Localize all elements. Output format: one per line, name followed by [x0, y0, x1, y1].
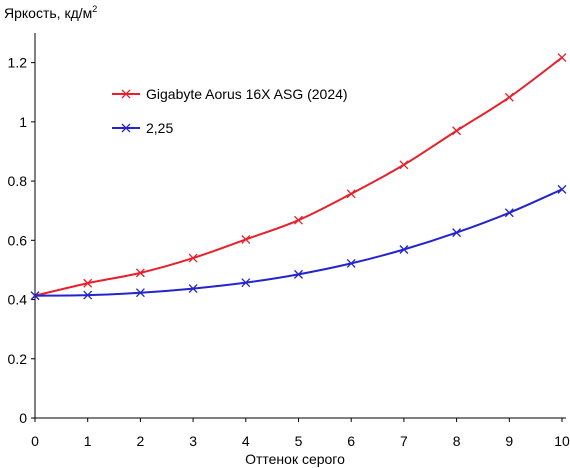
- y-tick-label: 0: [19, 410, 27, 426]
- legend-label: 2,25: [146, 120, 173, 136]
- legend-entry: 2,25: [112, 120, 173, 136]
- y-tick-label: 1: [19, 114, 27, 130]
- data-point-marker: [399, 245, 409, 254]
- data-point-marker: [557, 184, 567, 194]
- data-point-marker: [135, 288, 145, 298]
- series-layer: [30, 53, 567, 301]
- x-ticks: 0 1 2 3 4 5 6 7 8 9 10: [31, 418, 570, 449]
- data-point-marker: [557, 53, 567, 63]
- data-point-marker: [399, 160, 409, 170]
- data-point-marker: [504, 92, 514, 102]
- y-tick-label: 0.6: [8, 232, 28, 248]
- y-tick-label: 0.8: [8, 173, 28, 189]
- y-axis-label: Яркость, кд/м2: [4, 4, 97, 21]
- x-tick-label: 9: [505, 433, 513, 449]
- axes: [34, 33, 566, 419]
- x-tick-label: 2: [137, 433, 145, 449]
- data-point-marker: [30, 291, 40, 301]
- y-ticks: 0 0.2 0.4 0.6 0.8 1 1.2: [8, 55, 35, 426]
- x-tick-label: 8: [453, 433, 461, 449]
- data-point-marker: [346, 258, 356, 268]
- x-tick-label: 4: [242, 433, 250, 449]
- data-point-marker: [241, 278, 251, 288]
- data-point-marker: [241, 234, 251, 244]
- legend-marker-swatch: [121, 123, 131, 133]
- legend-entry: Gigabyte Aorus 16X ASG (2024): [112, 86, 348, 102]
- data-point-marker: [452, 228, 462, 238]
- series-line: [34, 188, 563, 297]
- data-point-marker: [294, 269, 303, 279]
- data-point-marker: [83, 290, 93, 300]
- data-point-marker: [452, 126, 462, 136]
- y-axis-label-superscript: 2: [92, 4, 97, 14]
- data-point-marker: [294, 215, 303, 225]
- x-axis-label: Оттенок серого: [245, 451, 345, 467]
- y-tick-label: 0.2: [8, 351, 28, 367]
- legend-marker-swatch: [121, 89, 131, 99]
- data-point-marker: [188, 284, 198, 294]
- x-tick-label: 6: [347, 433, 355, 449]
- data-point-marker: [188, 253, 198, 263]
- data-point-marker: [83, 278, 93, 288]
- x-tick-label: 5: [295, 433, 303, 449]
- data-point-marker: [504, 208, 514, 218]
- data-point-marker: [346, 189, 356, 199]
- legend-label: Gigabyte Aorus 16X ASG (2024): [146, 86, 348, 102]
- x-tick-label: 1: [84, 433, 92, 449]
- x-tick-label: 7: [400, 433, 408, 449]
- data-point-marker: [135, 268, 145, 278]
- series-2: [30, 184, 567, 301]
- y-tick-label: 1.2: [8, 55, 28, 71]
- x-tick-label: 0: [31, 433, 39, 449]
- x-tick-label: 3: [189, 433, 197, 449]
- y-tick-label: 0.4: [8, 292, 28, 308]
- x-tick-label: 10: [554, 433, 570, 449]
- legend: Gigabyte Aorus 16X ASG (2024) 2,25: [112, 86, 348, 136]
